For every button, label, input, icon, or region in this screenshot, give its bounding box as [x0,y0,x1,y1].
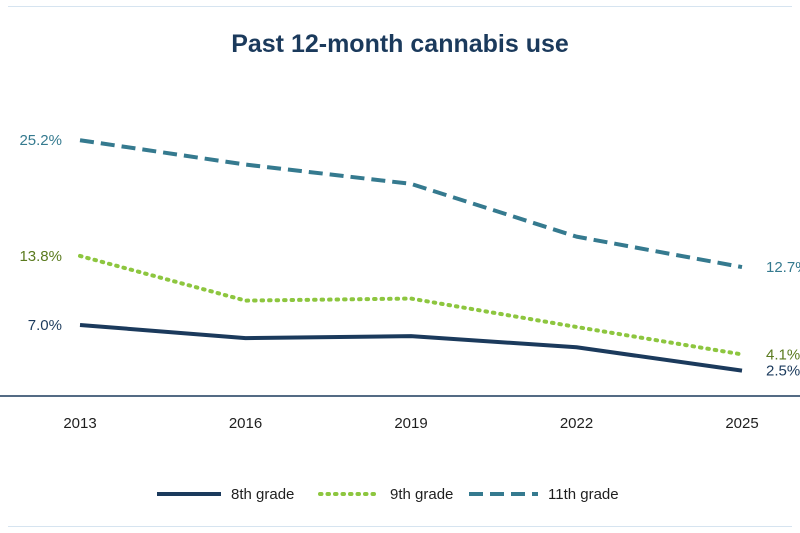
series-value-labels: 7.0% 2.5% 13.8% 4.1% 25.2% 12.7% [19,132,800,379]
x-tick-label-2016: 2016 [229,415,262,432]
legend-label-9th-grade: 9th grade [390,486,453,503]
bottom-border [8,526,792,527]
start-label-9th-grade: 13.8% [19,248,62,265]
x-tick-label-2025: 2025 [725,415,758,432]
series-lines [78,138,744,373]
series-line-9th-grade [78,253,744,357]
end-label-8th-grade: 2.5% [766,363,800,380]
legend-label-8th-grade: 8th grade [231,486,294,503]
start-label-11th-grade: 25.2% [19,132,62,149]
x-tick-label-2022: 2022 [560,415,593,432]
series-line-8th-grade [79,322,743,373]
chart-title: Past 12-month cannabis use [231,30,569,58]
x-tick-labels: 2013 2016 2019 2022 2025 [63,415,758,432]
legend: 8th grade 9th grade 11th grade [157,486,619,503]
end-label-9th-grade: 4.1% [766,346,800,363]
legend-label-11th-grade: 11th grade [548,486,619,503]
series-line-11th-grade [79,138,743,270]
top-border [8,6,792,7]
start-label-8th-grade: 7.0% [28,317,62,334]
end-label-11th-grade: 12.7% [766,259,800,276]
x-tick-label-2019: 2019 [394,415,427,432]
x-tick-label-2013: 2013 [63,415,96,432]
